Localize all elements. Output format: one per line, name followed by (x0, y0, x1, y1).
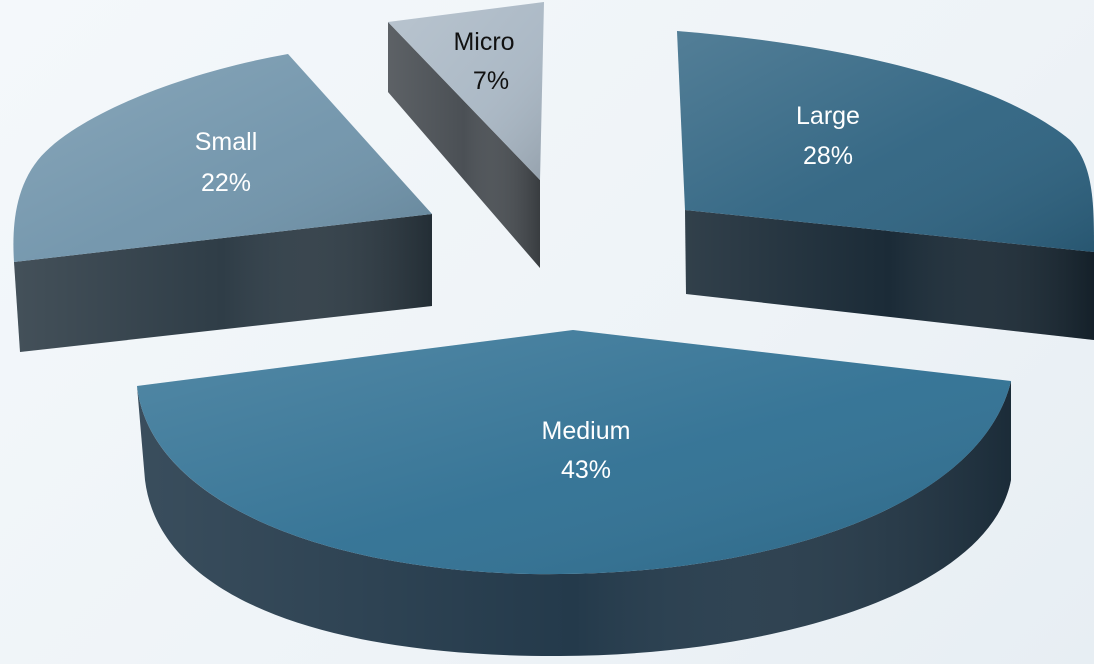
slice-value-micro: 7% (473, 67, 509, 95)
micro-shade-overlay (388, 2, 544, 180)
small-shade-overlay (14, 214, 432, 352)
large-shade-overlay (677, 31, 1094, 252)
slice-label-medium: Medium (542, 417, 631, 445)
slice-large: Large 28% (677, 31, 1094, 340)
medium-shade-overlay (137, 381, 1011, 657)
slice-label-micro: Micro (453, 28, 514, 56)
small-shade-overlay (13, 54, 432, 262)
large-shade-overlay (685, 210, 1094, 340)
slice-small: Small 22% (13, 54, 432, 352)
slice-label-large: Large (796, 102, 860, 130)
medium-shade-overlay (137, 330, 1011, 575)
slice-label-small: Small (195, 128, 258, 156)
slice-micro: Micro 7% (388, 2, 544, 268)
slice-value-small: 22% (201, 169, 251, 197)
slice-medium: Medium 43% (137, 330, 1011, 657)
slice-value-large: 28% (803, 142, 853, 170)
slice-value-medium: 43% (561, 456, 611, 484)
micro-shade-overlay (388, 22, 540, 268)
